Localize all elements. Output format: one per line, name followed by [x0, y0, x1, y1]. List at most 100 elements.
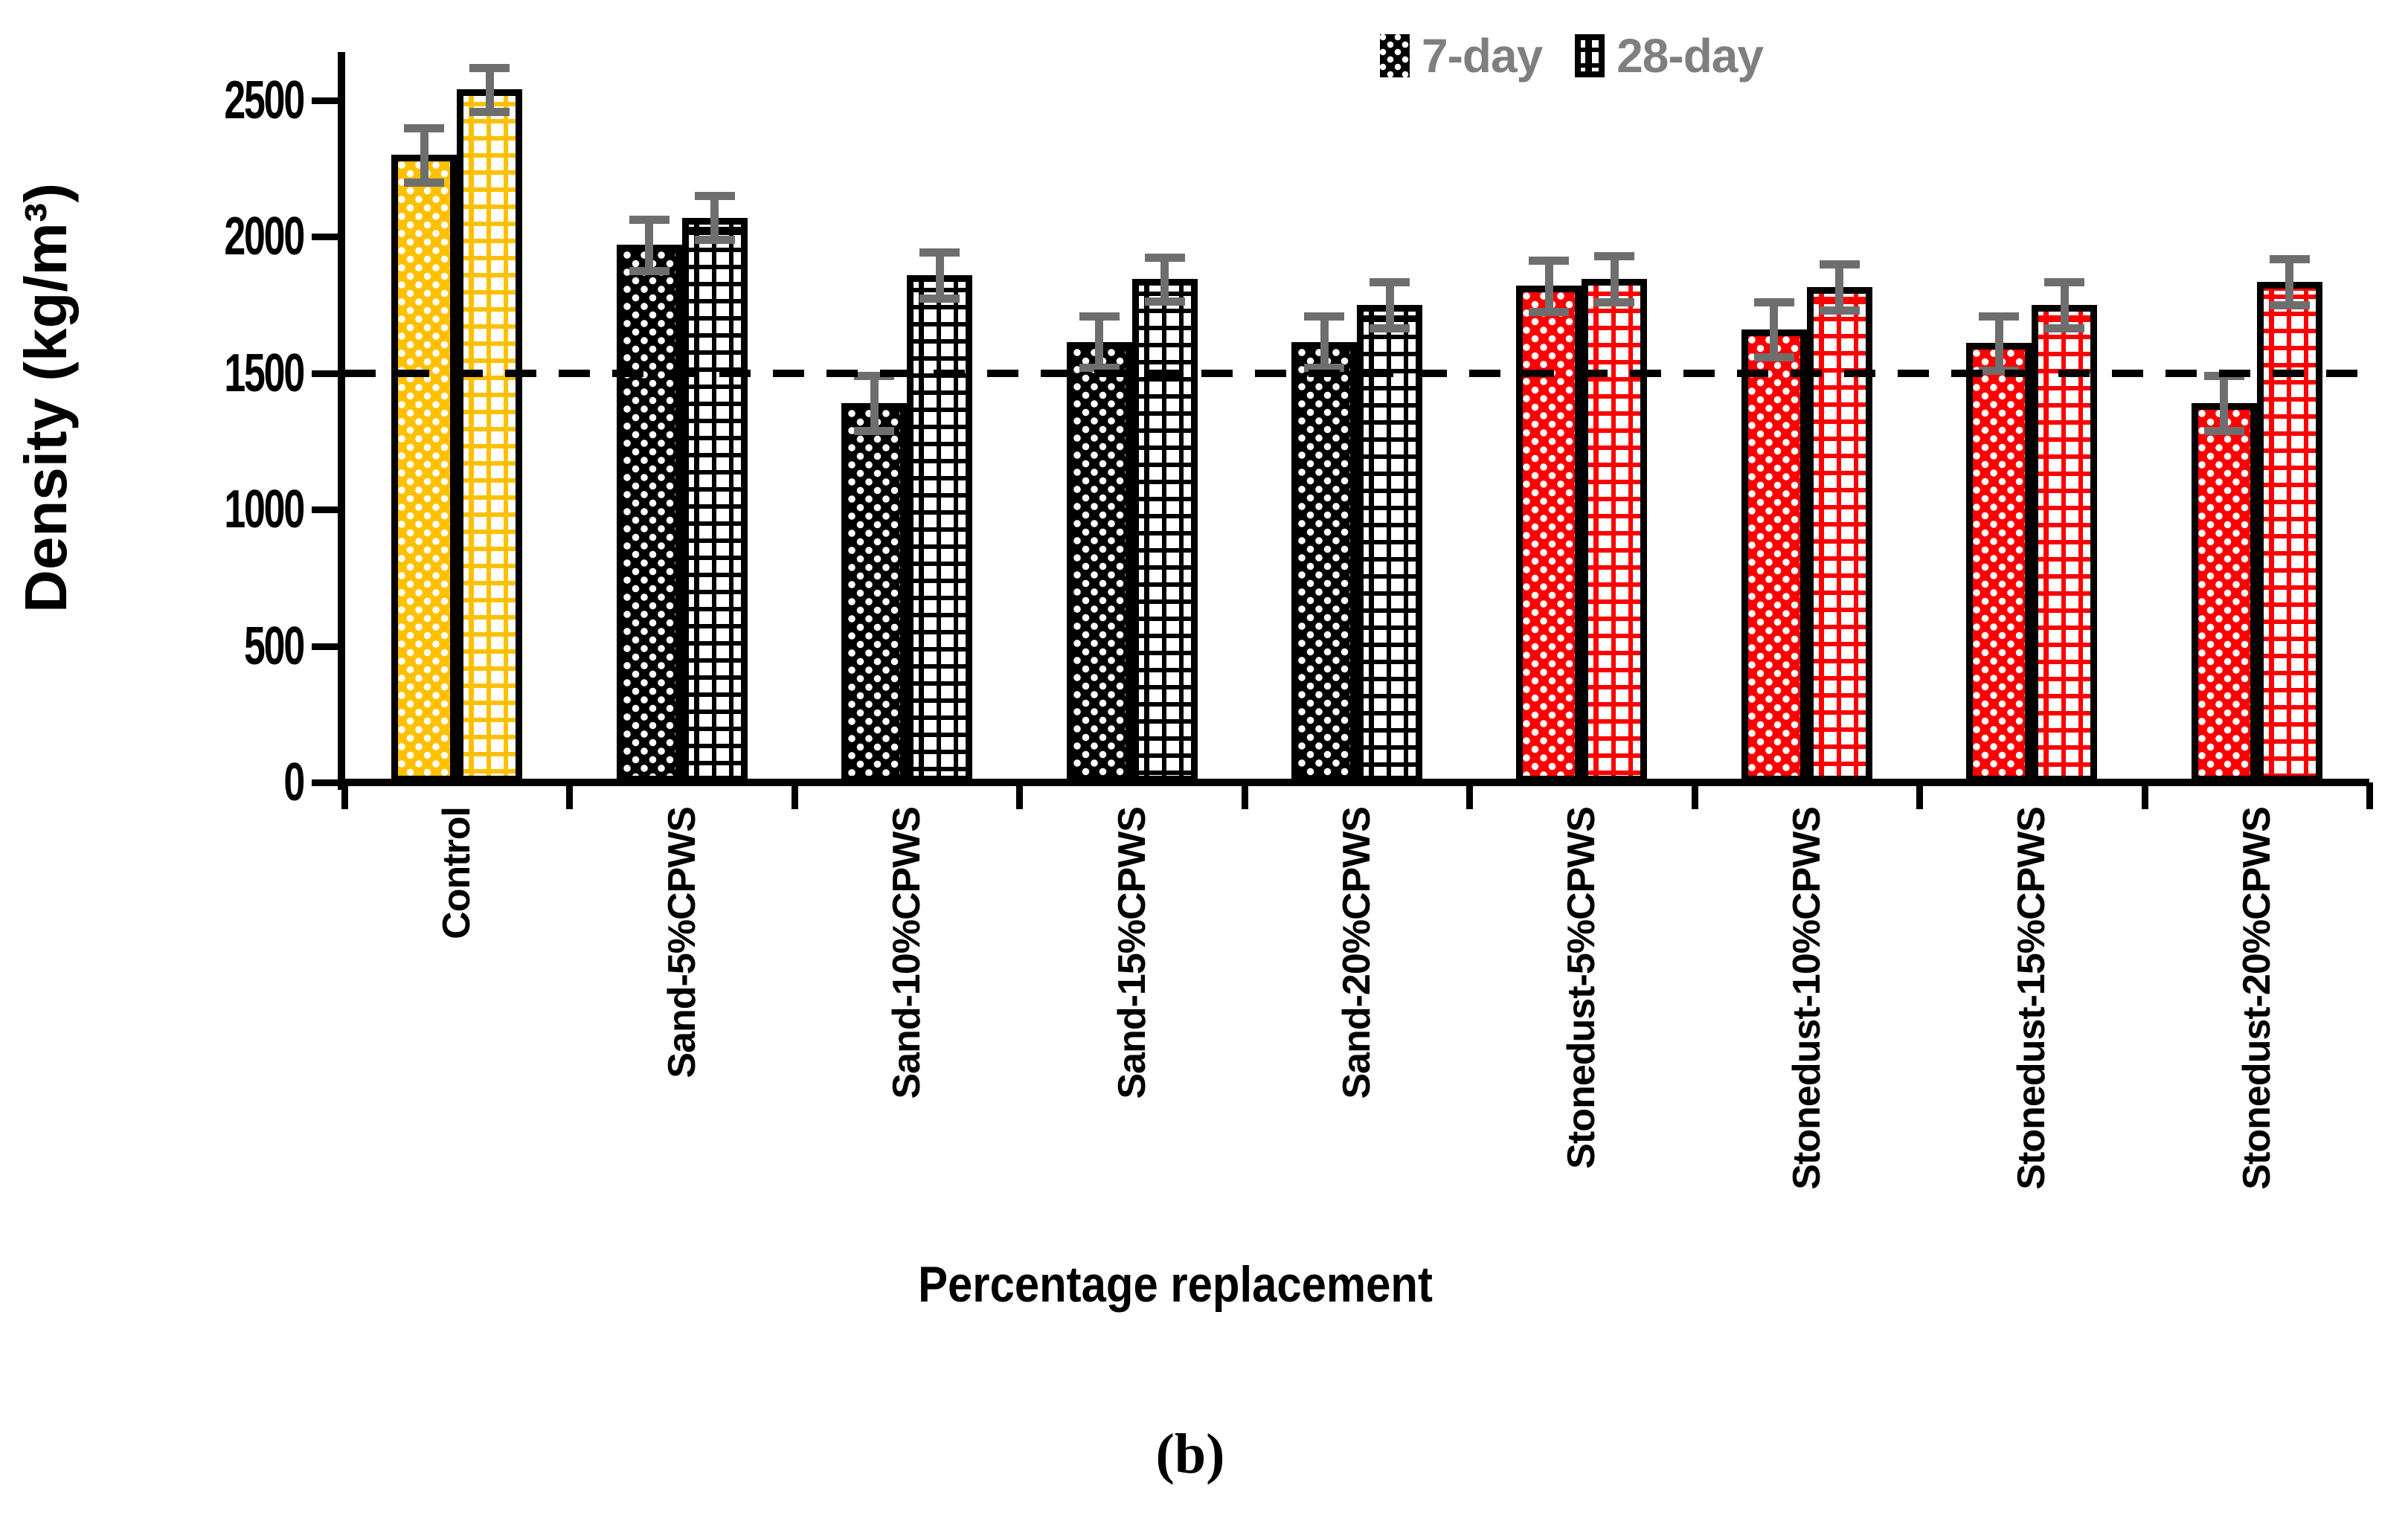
error-bar-cap [2269, 301, 2310, 310]
bar-7-day-Sand-5%CPWS [616, 245, 682, 782]
legend-label-7day: 7-day [1422, 29, 1543, 83]
x-tick [1241, 782, 1248, 809]
error-bar-cap [1304, 364, 1344, 373]
error-bar-stem [1544, 260, 1553, 312]
error-bar-stem [2060, 281, 2069, 329]
x-tick [2366, 782, 2373, 809]
legend-item-7day: 7-day [1380, 28, 1543, 83]
category-label-Stonedust-5%CPWS: Stonedust-5%CPWS [1548, 807, 1615, 1246]
error-bar-stem [2285, 258, 2294, 306]
y-tick [312, 506, 345, 514]
error-bar-cap [694, 236, 735, 245]
error-bar-stem [1610, 256, 1619, 303]
y-tick [312, 779, 345, 786]
category-label-Sand-15%CPWS: Sand-15%CPWS [1099, 807, 1166, 1246]
error-bar-cap [2269, 254, 2310, 263]
grid-pattern-swatch-icon [1575, 34, 1605, 77]
y-tick [312, 97, 345, 104]
x-tick [1916, 782, 1924, 809]
error-bar-cap [919, 294, 960, 303]
category-label-Stonedust-20%CPWS: Stonedust-20%CPWS [2224, 807, 2290, 1246]
error-bar-cap [1079, 364, 1120, 373]
error-bar-cap [854, 426, 895, 435]
x-tick [341, 782, 348, 809]
error-bar-stem [935, 251, 944, 298]
error-bar-cap [1529, 256, 1570, 265]
category-label-text: Stonedust-10%CPWS [1785, 807, 1829, 1190]
error-bar-cap [1753, 353, 1794, 361]
x-axis-title: Percentage replacement [918, 1256, 1433, 1313]
error-bar-cap [1529, 308, 1570, 317]
error-bar-stem [1385, 281, 1394, 329]
bar-7-day-Sand-20%CPWS [1291, 341, 1357, 782]
category-label-Sand-20%CPWS: Sand-20%CPWS [1323, 807, 1390, 1246]
y-axis-title-text: Density (kg/m³) [13, 183, 79, 613]
y-tick [312, 234, 345, 241]
bar-7-day-Sand-10%CPWS [841, 403, 908, 782]
x-tick [2141, 782, 2148, 809]
error-bar-stem [1320, 315, 1329, 368]
bar-28-day-Stonedust-5%CPWS [1582, 279, 1648, 782]
error-bar-cap [1819, 260, 1860, 269]
category-label-Sand-10%CPWS: Sand-10%CPWS [873, 807, 940, 1246]
error-bar-cap [2203, 426, 2244, 435]
bar-28-day-Stonedust-10%CPWS [1806, 287, 1872, 782]
y-tick-label: 1500 [224, 343, 305, 403]
error-bar-cap [1594, 252, 1635, 261]
bar-7-day-Stonedust-10%CPWS [1741, 329, 1807, 782]
y-tick-label: 1000 [224, 480, 305, 540]
y-tick-label: 0 [283, 753, 305, 812]
category-label-text: Stonedust-5%CPWS [1560, 807, 1604, 1169]
bar-28-day-Control [457, 89, 523, 782]
error-bar-cap [469, 107, 510, 116]
y-tick-label: 500 [243, 616, 305, 676]
error-bar-cap [2044, 277, 2085, 286]
error-bar-cap [1079, 312, 1120, 321]
x-tick [1016, 782, 1024, 809]
error-bar-stem [1770, 302, 1779, 357]
x-tick [791, 782, 798, 809]
category-label-Stonedust-10%CPWS: Stonedust-10%CPWS [1773, 807, 1840, 1246]
error-bar-cap [1370, 277, 1410, 286]
error-bar-cap [694, 192, 735, 201]
category-label-text: Sand-20%CPWS [1335, 807, 1378, 1099]
error-bar-cap [1819, 306, 1860, 315]
category-label-text: Sand-10%CPWS [885, 807, 929, 1099]
category-label-text: Sand-5%CPWS [660, 807, 704, 1078]
error-bar-cap [1370, 324, 1410, 333]
y-tick [312, 370, 345, 377]
error-bar-stem [1095, 315, 1104, 368]
error-bar-cap [1979, 312, 2020, 321]
error-bar-stem [1994, 315, 2003, 371]
bar-7-day-Stonedust-20%CPWS [2191, 403, 2257, 782]
error-bar-stem [420, 127, 428, 183]
error-bar-cap [1144, 253, 1185, 262]
error-bar-cap [2044, 324, 2085, 333]
error-bar-cap [1753, 298, 1794, 307]
legend-label-28day: 28-day [1616, 29, 1764, 83]
bar-7-day-Sand-15%CPWS [1066, 341, 1132, 782]
y-tick [312, 643, 345, 650]
bar-7-day-Control [391, 155, 457, 782]
error-bar-cap [1144, 297, 1185, 306]
x-tick [1466, 782, 1474, 809]
error-bar-cap [629, 267, 670, 276]
error-bar-stem [645, 219, 654, 271]
category-label-text: Stonedust-20%CPWS [2235, 807, 2279, 1190]
legend-item-28day: 28-day [1575, 28, 1764, 83]
bar-28-day-Stonedust-20%CPWS [2256, 281, 2322, 782]
y-tick-label: 2000 [224, 207, 305, 267]
bar-7-day-Stonedust-5%CPWS [1516, 286, 1582, 782]
category-label-text: Control [435, 807, 479, 939]
error-bar-cap [469, 63, 510, 72]
error-bar-stem [2220, 376, 2229, 431]
bar-28-day-Stonedust-15%CPWS [2032, 305, 2098, 782]
x-tick [566, 782, 574, 809]
error-bar-stem [710, 196, 719, 240]
y-axis-title: Density (kg/m³) [1, 41, 91, 755]
error-bar-cap [1304, 312, 1344, 321]
error-bar-stem [1160, 257, 1169, 301]
x-axis [338, 779, 2369, 786]
error-bar-cap [1594, 298, 1635, 307]
